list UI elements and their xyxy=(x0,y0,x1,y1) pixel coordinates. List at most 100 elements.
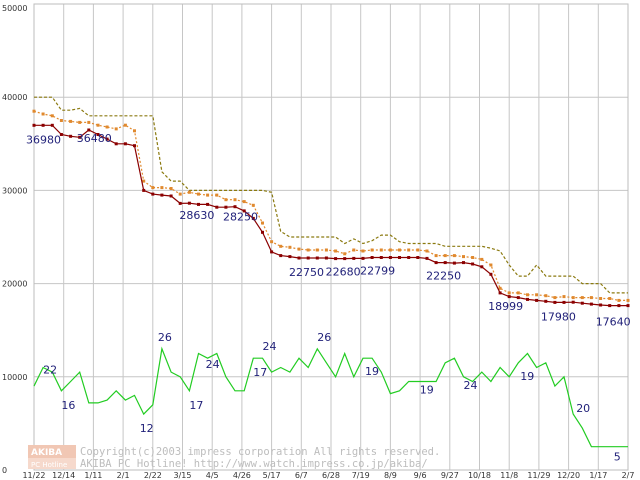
svg-text:AKIBA: AKIBA xyxy=(31,448,62,458)
series-point-1 xyxy=(443,254,447,258)
series-point-1 xyxy=(59,119,63,122)
series-point-2 xyxy=(114,142,118,146)
x-tick-label: 12/20 xyxy=(557,471,580,480)
series-point-1 xyxy=(297,247,301,251)
series-point-2 xyxy=(571,300,575,304)
series-point-1 xyxy=(480,257,484,261)
series-point-1 xyxy=(379,248,383,252)
series-point-2 xyxy=(123,142,127,146)
y-tick-label: 20000 xyxy=(2,280,27,289)
series-point-2 xyxy=(526,297,529,301)
series-point-1 xyxy=(105,125,109,129)
data-label: 22799 xyxy=(360,265,395,278)
data-label: 24 xyxy=(206,358,220,371)
series-point-1 xyxy=(471,256,475,259)
data-label: 20 xyxy=(576,402,590,415)
series-point-2 xyxy=(507,295,511,299)
svg-text:PC Hotline: PC Hotline xyxy=(31,461,67,469)
series-point-2 xyxy=(78,135,82,139)
series-point-2 xyxy=(443,261,447,265)
series-point-1 xyxy=(626,298,630,302)
series-point-1 xyxy=(599,297,603,300)
series-point-1 xyxy=(343,252,347,256)
series-point-1 xyxy=(553,296,557,300)
series-point-1 xyxy=(452,254,456,258)
series-point-2 xyxy=(608,304,612,308)
series-point-1 xyxy=(133,129,136,133)
series-point-1 xyxy=(206,193,210,197)
series-point-1 xyxy=(187,190,191,194)
series-point-1 xyxy=(388,248,392,252)
series-point-1 xyxy=(617,298,621,302)
series-line-3 xyxy=(33,346,628,448)
series-point-2 xyxy=(215,205,219,209)
series-point-1 xyxy=(197,192,200,196)
data-label: 28250 xyxy=(223,211,258,224)
data-label: 36980 xyxy=(26,133,61,146)
data-label: 22750 xyxy=(289,266,324,279)
series-point-1 xyxy=(306,248,310,252)
x-tick-label: 11/8 xyxy=(500,471,518,480)
series-point-2 xyxy=(69,134,73,138)
plot-frame xyxy=(33,3,629,471)
y-tick-label: 30000 xyxy=(2,186,27,195)
series-point-2 xyxy=(279,254,283,258)
series-point-1 xyxy=(315,248,319,252)
label-layer: 11/22 12/14 1/11 2/1 2/22 3/15 4/5 4/26 5/17 6/7 6… xyxy=(2,4,634,480)
series-point-1 xyxy=(96,123,100,127)
series-point-1 xyxy=(544,294,548,298)
series-point-2 xyxy=(178,201,182,205)
data-label: 17640 xyxy=(596,316,631,329)
series-point-1 xyxy=(288,245,292,249)
series-point-2 xyxy=(87,128,91,132)
series-point-2 xyxy=(169,194,173,198)
data-label: 5 xyxy=(614,451,621,464)
x-tick-label: 1/11 xyxy=(84,471,102,480)
series-point-2 xyxy=(544,299,548,303)
data-label: 36480 xyxy=(77,132,112,145)
series-point-2 xyxy=(425,256,429,260)
x-tick-label: 2/1 xyxy=(117,471,130,480)
series-point-2 xyxy=(617,304,621,308)
series-point-1 xyxy=(32,109,36,113)
site-url-text: AKIBA PC Hotline! http://www.watch.impre… xyxy=(80,458,428,470)
y-tick-label: 0 xyxy=(2,466,7,475)
series-point-2 xyxy=(370,256,374,259)
series-point-2 xyxy=(352,256,356,260)
data-label: 24 xyxy=(263,340,277,353)
series-point-1 xyxy=(114,127,118,131)
series-point-2 xyxy=(160,193,164,197)
x-tick-label: 2/7 xyxy=(622,471,635,480)
y-tick-label: 10000 xyxy=(2,373,27,382)
series-point-2 xyxy=(41,123,45,127)
series-point-1 xyxy=(425,249,429,253)
series-point-1 xyxy=(261,221,264,225)
series-point-2 xyxy=(489,272,493,276)
series-point-2 xyxy=(535,298,539,302)
x-tick-label: 10/18 xyxy=(468,471,491,480)
x-tick-label: 2/22 xyxy=(144,471,162,480)
series-point-2 xyxy=(151,192,155,196)
series-point-1 xyxy=(462,255,465,259)
data-label: 17 xyxy=(189,399,203,412)
series-point-1 xyxy=(562,295,566,299)
series-point-1 xyxy=(215,193,219,197)
series-point-1 xyxy=(580,296,584,300)
series-point-1 xyxy=(498,286,502,290)
data-label: 12 xyxy=(140,422,154,435)
series-point-1 xyxy=(370,248,374,252)
x-tick-label: 8/9 xyxy=(384,471,397,480)
data-label: 18999 xyxy=(488,300,523,313)
x-tick-label: 11/29 xyxy=(527,471,550,480)
series-point-2 xyxy=(434,261,438,265)
data-label: 19 xyxy=(420,384,434,397)
series-point-2 xyxy=(288,255,292,259)
y-tick-label: 40000 xyxy=(2,93,27,102)
series-point-2 xyxy=(343,257,347,261)
data-label: 28630 xyxy=(179,209,214,222)
series-point-2 xyxy=(388,256,392,259)
series-point-1 xyxy=(535,293,539,297)
series-point-2 xyxy=(32,123,36,127)
series-point-2 xyxy=(251,216,255,220)
